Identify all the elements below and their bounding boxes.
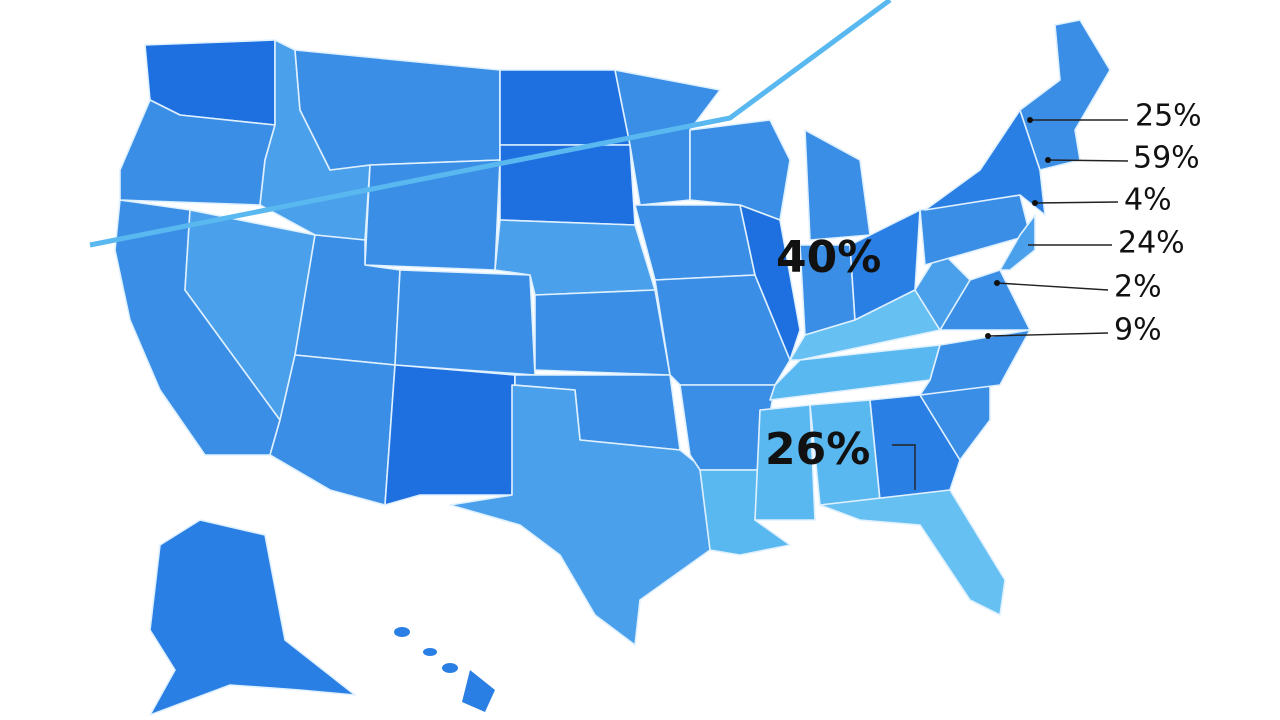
state: [1019, 19, 1111, 171]
region-label: 26%: [765, 424, 870, 475]
state: [394, 269, 536, 376]
leader-dot: [985, 333, 991, 339]
state: [294, 49, 501, 171]
callout-label: 2%: [1114, 270, 1162, 305]
leader-dot: [994, 280, 1000, 286]
route-line: [89, 0, 892, 248]
leader-line: [996, 282, 1109, 291]
hawaii-island: [423, 648, 437, 656]
state: [919, 329, 1031, 396]
state: [534, 289, 671, 376]
state: [804, 129, 871, 241]
state: [634, 204, 756, 281]
state: [384, 364, 516, 506]
state: [754, 404, 816, 521]
callout-leaders: [892, 117, 1129, 490]
state: [499, 144, 636, 226]
leader-dot: [1027, 117, 1033, 123]
callout-label: 4%: [1124, 183, 1172, 218]
leader-line: [1047, 159, 1129, 162]
leader-dot: [1032, 200, 1038, 206]
callout-label: 24%: [1118, 226, 1185, 261]
state: [999, 214, 1036, 271]
state: [819, 489, 1006, 616]
callout-label: 59%: [1133, 141, 1200, 176]
state: [499, 69, 631, 146]
bracket: [892, 444, 916, 490]
state: [739, 204, 801, 361]
states: [114, 19, 1111, 716]
region-label: 40%: [776, 232, 881, 283]
leader-dot: [1045, 157, 1051, 163]
hawaii-island: [442, 663, 458, 673]
callout-label: 9%: [1114, 313, 1162, 348]
leader-line: [987, 332, 1109, 337]
state: [449, 384, 711, 646]
leader-line: [1034, 201, 1119, 204]
hawaii-island: [394, 627, 410, 637]
callout-label: 25%: [1135, 99, 1202, 134]
alaska: [149, 519, 356, 716]
hawaii-island: [462, 670, 495, 712]
